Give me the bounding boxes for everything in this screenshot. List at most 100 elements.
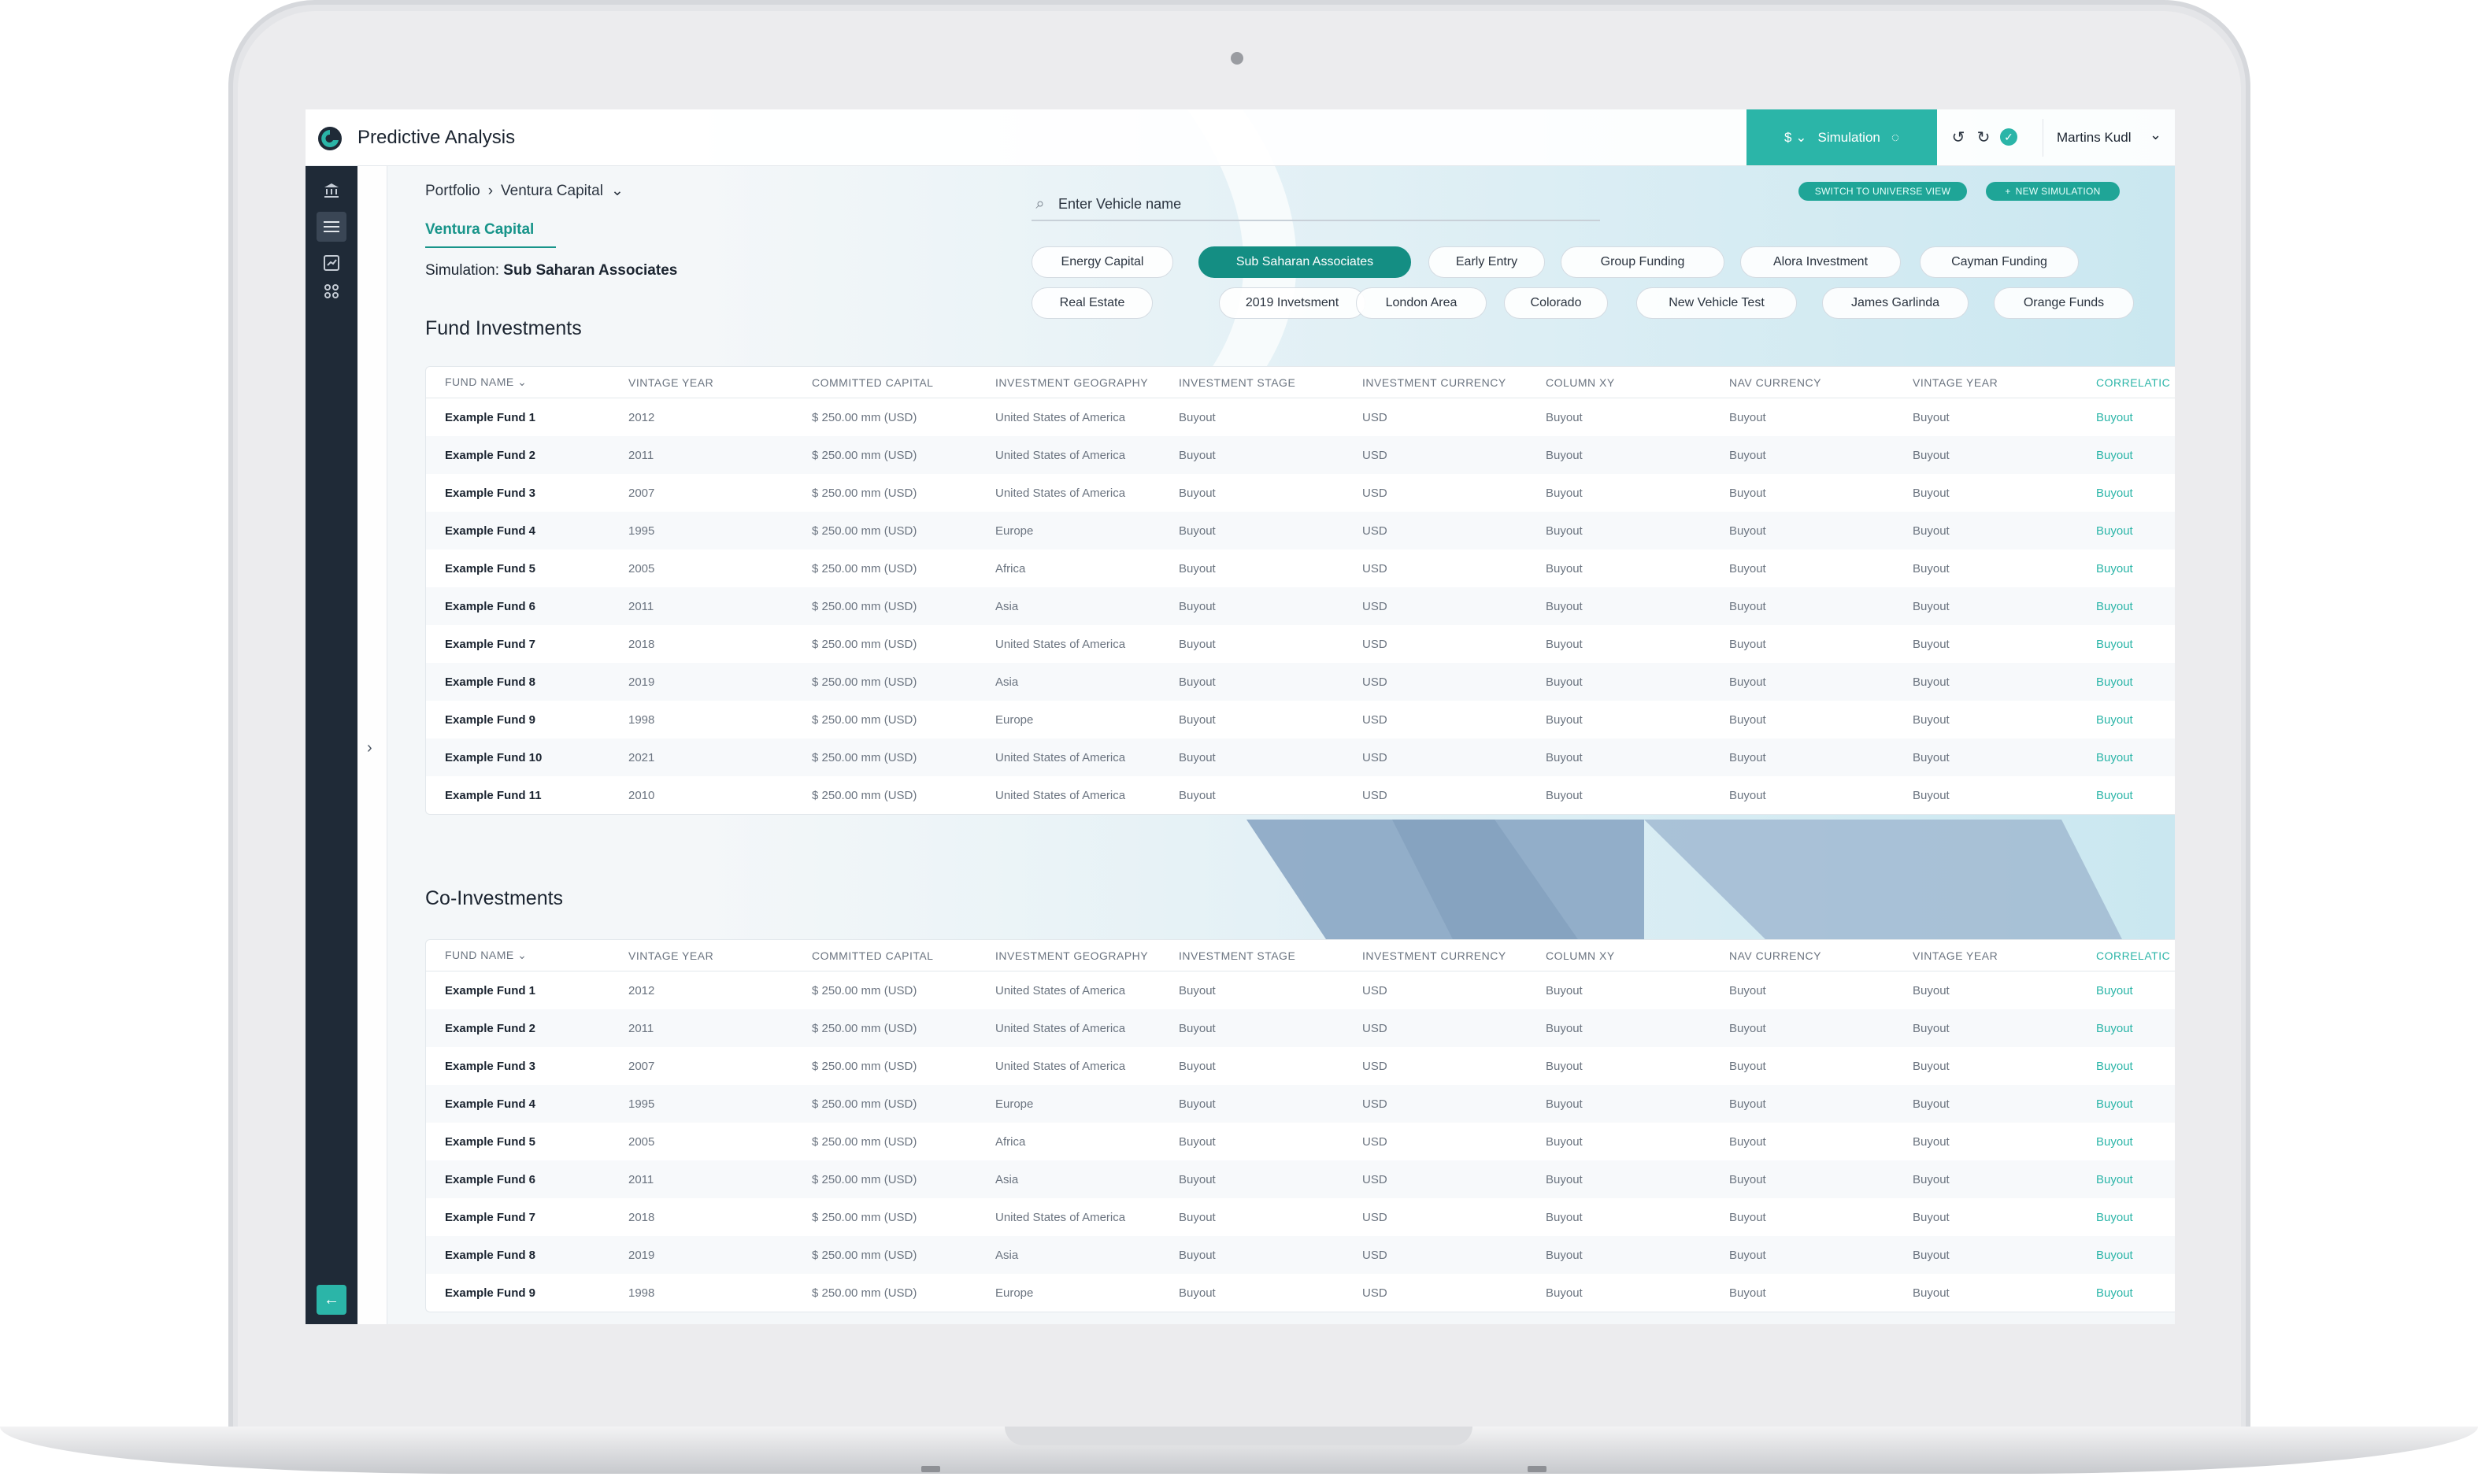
- column-header[interactable]: COMMITTED CAPITAL: [793, 949, 976, 962]
- table-row[interactable]: Example Fund 8 2019 $ 250.00 mm (USD) Asia B…: [426, 1236, 2175, 1274]
- table-row[interactable]: Example Fund 9 1998 $ 250.00 mm (USD) Europ…: [426, 1274, 2175, 1312]
- table-row[interactable]: Example Fund 4 1995 $ 250.00 mm (USD) Europ…: [426, 1085, 2175, 1123]
- new-simulation-button[interactable]: + NEW SIMULATION: [1986, 182, 2120, 201]
- table-row[interactable]: Example Fund 2 2011 $ 250.00 mm (USD) Unite…: [426, 436, 2175, 474]
- table-cell: Example Fund 5: [445, 561, 536, 575]
- table-cell: Buyout: [1179, 448, 1216, 462]
- search-input[interactable]: [1058, 195, 1578, 213]
- bank-icon[interactable]: [317, 176, 346, 205]
- simulation-button[interactable]: $ ⌄ Simulation ◌: [1746, 109, 1937, 165]
- column-header[interactable]: NAV CURRENCY: [1710, 376, 1894, 389]
- column-header[interactable]: INVESTMENT GEOGRAPHY: [976, 949, 1160, 962]
- switch-universe-view-button[interactable]: SWITCH TO UNIVERSE VIEW: [1798, 182, 1967, 201]
- vehicle-chip[interactable]: 2019 Invetsment: [1219, 287, 1365, 319]
- table-row[interactable]: Example Fund 5 2005 $ 250.00 mm (USD) Afric…: [426, 550, 2175, 587]
- table-row[interactable]: Example Fund 9 1998 $ 250.00 mm (USD) Europ…: [426, 701, 2175, 738]
- breadcrumb-current[interactable]: Ventura Capital: [501, 182, 603, 199]
- table-row[interactable]: Example Fund 3 2007 $ 250.00 mm (USD) Unite…: [426, 1047, 2175, 1085]
- table-row[interactable]: Example Fund 2 2011 $ 250.00 mm (USD) Unite…: [426, 1009, 2175, 1047]
- table-row[interactable]: Example Fund 4 1995 $ 250.00 mm (USD) Europ…: [426, 512, 2175, 550]
- column-header[interactable]: INVESTMENT CURRENCY: [1343, 949, 1527, 962]
- arrow-left-icon[interactable]: ←: [317, 1285, 346, 1315]
- table-row[interactable]: Example Fund 6 2011 $ 250.00 mm (USD) Asia B…: [426, 1160, 2175, 1198]
- column-header-label: INVESTMENT CURRENCY: [1362, 949, 1506, 962]
- vehicle-chip[interactable]: James Garlinda: [1822, 287, 1969, 319]
- table-row[interactable]: Example Fund 3 2007 $ 250.00 mm (USD) Unite…: [426, 474, 2175, 512]
- table-row[interactable]: Example Fund 1 2012 $ 250.00 mm (USD) Unite…: [426, 971, 2175, 1009]
- column-header[interactable]: COLUMN XY: [1527, 949, 1710, 962]
- table-cell: Buyout: [2096, 599, 2133, 613]
- sort-chevron-icon[interactable]: ⌄: [513, 949, 528, 961]
- table-row[interactable]: Example Fund 10 2021 $ 250.00 mm (USD) Unit…: [426, 738, 2175, 776]
- search-bar: ⌕: [1032, 188, 1600, 221]
- table-row[interactable]: Example Fund 7 2018 $ 250.00 mm (USD) Unite…: [426, 625, 2175, 663]
- chart-icon[interactable]: [317, 248, 346, 278]
- plus-icon: +: [2005, 186, 2011, 197]
- column-header[interactable]: INVESTMENT STAGE: [1160, 376, 1343, 389]
- vehicle-chip[interactable]: Alora Investment: [1740, 246, 1901, 278]
- toolbar-icons: ↺ ↻ ✓: [1950, 128, 2017, 146]
- table-row[interactable]: Example Fund 5 2005 $ 250.00 mm (USD) Afric…: [426, 1123, 2175, 1160]
- vehicle-chip[interactable]: Early Entry: [1428, 246, 1545, 278]
- tab-ventura-capital[interactable]: Ventura Capital: [425, 221, 556, 248]
- vehicle-chip[interactable]: London Area: [1356, 287, 1487, 319]
- table-cell: $ 250.00 mm (USD): [812, 599, 917, 613]
- table-cell: Buyout: [1913, 1134, 1950, 1149]
- column-header[interactable]: VINTAGE YEAR: [609, 949, 793, 962]
- table-cell: Buyout: [1913, 675, 1950, 689]
- column-header[interactable]: COMMITTED CAPITAL: [793, 376, 976, 389]
- table-cell: 2012: [628, 983, 655, 997]
- column-header[interactable]: COLUMN XY: [1527, 376, 1710, 389]
- check-icon[interactable]: ✓: [2000, 128, 2017, 146]
- table-cell: Buyout: [1546, 486, 1583, 500]
- column-header[interactable]: INVESTMENT GEOGRAPHY: [976, 376, 1160, 389]
- table-cell: USD: [1362, 750, 1387, 764]
- table-cell: Example Fund 2: [445, 448, 536, 462]
- column-header[interactable]: VINTAGE YEAR: [1894, 376, 2077, 389]
- table-cell: Buyout: [2096, 561, 2133, 575]
- undo-icon[interactable]: ↺: [1951, 128, 1965, 146]
- table-cell: Buyout: [1729, 486, 1766, 500]
- table-cell: Example Fund 2: [445, 1021, 536, 1035]
- column-header[interactable]: NAV CURRENCY: [1710, 949, 1894, 962]
- table-row[interactable]: Example Fund 1 2012 $ 250.00 mm (USD) Unite…: [426, 398, 2175, 436]
- user-menu[interactable]: Martins Kudl: [2057, 130, 2132, 145]
- sort-chevron-icon[interactable]: ⌄: [513, 376, 528, 388]
- table-cell: United States of America: [995, 1210, 1126, 1224]
- vehicle-chip[interactable]: Real Estate: [1032, 287, 1153, 319]
- chevron-right-icon[interactable]: ›: [367, 739, 372, 757]
- chevron-down-icon[interactable]: ⌄: [610, 183, 624, 199]
- column-header[interactable]: CORRELATIC: [2077, 376, 2175, 389]
- table-cell: 2012: [628, 410, 655, 424]
- table-cell: Buyout: [1913, 788, 1950, 802]
- table-row[interactable]: Example Fund 7 2018 $ 250.00 mm (USD) Unite…: [426, 1198, 2175, 1236]
- table-row[interactable]: Example Fund 11 2010 $ 250.00 mm (USD) Unit…: [426, 776, 2175, 814]
- column-header[interactable]: FUND NAME ⌄: [426, 949, 609, 962]
- vehicle-chip[interactable]: Group Funding: [1561, 246, 1724, 278]
- table-cell: $ 250.00 mm (USD): [812, 1059, 917, 1073]
- column-header[interactable]: INVESTMENT CURRENCY: [1343, 376, 1527, 389]
- column-header[interactable]: INVESTMENT STAGE: [1160, 949, 1343, 962]
- table-cell: Asia: [995, 675, 1019, 689]
- table-cell: Buyout: [2096, 1059, 2133, 1073]
- chevron-down-icon[interactable]: ⌄: [2150, 127, 2162, 142]
- list-icon[interactable]: [317, 212, 346, 242]
- vehicle-chip[interactable]: Orange Funds: [1994, 287, 2134, 319]
- currency-selector[interactable]: $ ⌄: [1784, 130, 1806, 146]
- column-header[interactable]: CORRELATIC: [2077, 949, 2175, 962]
- table-cell: $ 250.00 mm (USD): [812, 1134, 917, 1149]
- table-row[interactable]: Example Fund 8 2019 $ 250.00 mm (USD) Asia B…: [426, 663, 2175, 701]
- column-header[interactable]: VINTAGE YEAR: [1894, 949, 2077, 962]
- column-header[interactable]: FUND NAME ⌄: [426, 376, 609, 389]
- redo-icon[interactable]: ↻: [1976, 128, 1991, 146]
- vehicle-chip[interactable]: Colorado: [1504, 287, 1608, 319]
- vehicle-chip[interactable]: New Vehicle Test: [1636, 287, 1797, 319]
- grid-icon[interactable]: [317, 276, 346, 306]
- vehicle-chip[interactable]: Energy Capital: [1032, 246, 1173, 278]
- breadcrumb-root[interactable]: Portfolio: [425, 182, 480, 199]
- vehicle-chip[interactable]: Sub Saharan Associates: [1198, 246, 1411, 278]
- vehicle-chip[interactable]: Cayman Funding: [1920, 246, 2079, 278]
- table-row[interactable]: Example Fund 6 2011 $ 250.00 mm (USD) Asia B…: [426, 587, 2175, 625]
- column-header[interactable]: VINTAGE YEAR: [609, 376, 793, 389]
- column-header-label: FUND NAME: [445, 376, 514, 388]
